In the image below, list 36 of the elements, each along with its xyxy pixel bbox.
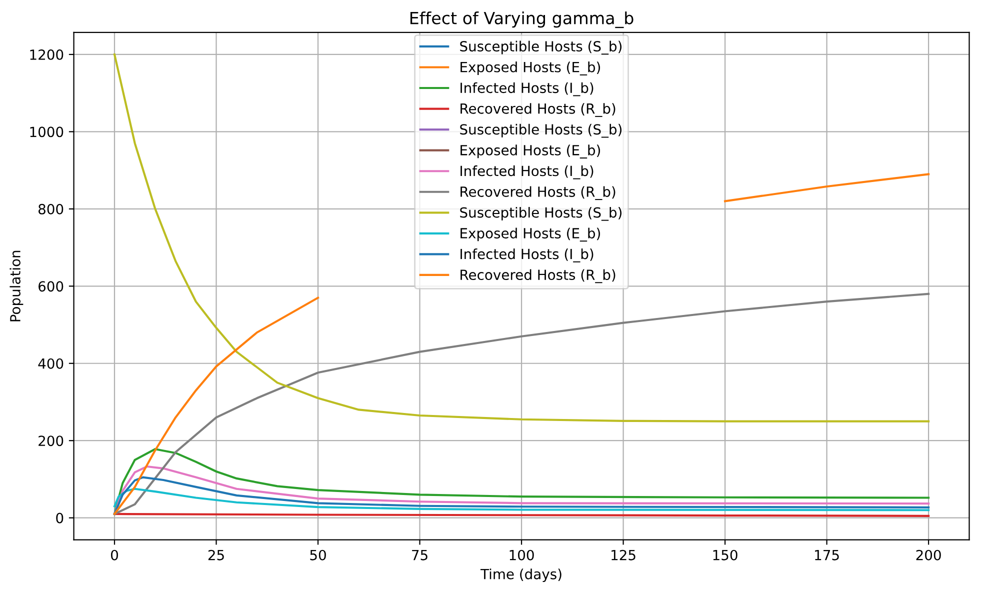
legend-label: Infected Hosts (I_b) bbox=[460, 165, 594, 180]
x-tick-label: 100 bbox=[510, 550, 534, 560]
y-tick-label: 600 bbox=[38, 281, 64, 292]
legend-label: Infected Hosts (I_b) bbox=[460, 82, 594, 96]
line-series bbox=[113, 476, 930, 516]
y-tick-label: 800 bbox=[38, 204, 64, 214]
legend-label: Susceptible Hosts (S_b) bbox=[460, 40, 622, 55]
y-tick-label: 1000 bbox=[30, 126, 64, 138]
line-series bbox=[113, 448, 930, 516]
y-tick-label: 200 bbox=[38, 436, 64, 446]
x-tick-label: 50 bbox=[310, 550, 326, 560]
chart-title: Effect of Varying gamma_b bbox=[410, 11, 634, 28]
y-axis-title: Population bbox=[10, 250, 24, 322]
legend-label: Recovered Hosts (R_b) bbox=[460, 186, 616, 200]
y-tick-label: 400 bbox=[38, 358, 64, 369]
legend-label: Exposed Hosts (E_b) bbox=[460, 144, 600, 158]
legend-label: Recovered Hosts (R_b) bbox=[460, 103, 616, 117]
legend-label: Exposed Hosts (E_b) bbox=[460, 228, 600, 242]
x-tick-label: 25 bbox=[208, 550, 224, 560]
legend-label: Infected Hosts (I_b) bbox=[460, 248, 594, 262]
x-tick-label: 125 bbox=[612, 550, 636, 560]
x-tick-label: 0 bbox=[111, 550, 118, 560]
line-series bbox=[113, 488, 930, 512]
legend-label: Susceptible Hosts (S_b) bbox=[460, 124, 622, 138]
legend-label: Susceptible Hosts (S_b) bbox=[460, 206, 622, 221]
x-tick-label: 75 bbox=[412, 550, 428, 560]
legend-label: Exposed Hosts (E_b) bbox=[460, 62, 600, 76]
y-tick-label: 0 bbox=[56, 512, 64, 524]
x-axis-title: Time (days) bbox=[480, 568, 562, 582]
line-series bbox=[113, 53, 930, 422]
x-tick-label: 150 bbox=[713, 550, 738, 560]
legend-label: Recovered Hosts (R_b) bbox=[460, 269, 616, 284]
y-tick-label: 1200 bbox=[30, 49, 64, 60]
line-series bbox=[113, 292, 930, 516]
x-tick-label: 200 bbox=[916, 550, 941, 560]
x-tick-label: 175 bbox=[815, 550, 839, 560]
